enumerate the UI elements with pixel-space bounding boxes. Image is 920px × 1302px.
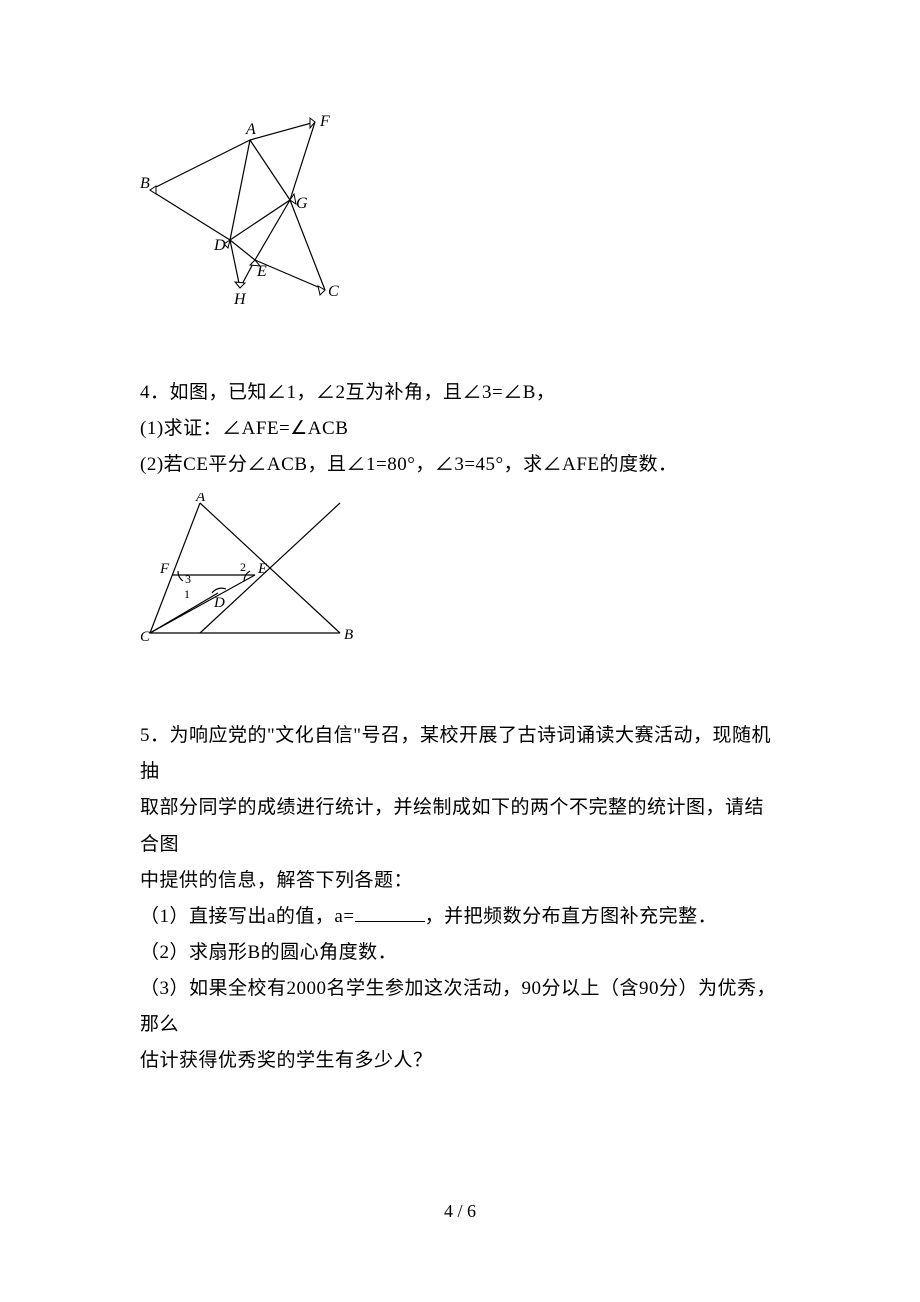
q5-blank <box>355 902 425 922</box>
fig1-label-C: C <box>328 283 339 300</box>
page-number: 4 / 6 <box>0 1201 920 1222</box>
q4-part2: (2)若CE平分∠ACB，且∠1=80°，∠3=45°，求∠AFE的度数． <box>140 447 780 483</box>
fig2-label-B: B <box>344 627 353 643</box>
q5-part2: （2）求扇形B的圆心角度数． <box>140 935 780 971</box>
fig1-label-F: F <box>319 113 330 130</box>
fig2-label-E: E <box>257 561 267 577</box>
q5-stem-line1: 5．为响应党的"文化自信"号召，某校开展了古诗词诵读大赛活动，现随机抽 <box>140 718 780 790</box>
figure-q3-svg: A B C D E F G H <box>140 110 350 310</box>
fig2-label-2: 2 <box>240 560 246 574</box>
q5-stem-line3: 中提供的信息，解答下列各题： <box>140 863 780 899</box>
fig2-label-3: 3 <box>185 572 191 586</box>
fig1-label-E: E <box>256 263 267 280</box>
fig1-label-D: D <box>213 237 226 254</box>
question-4: 4．如图，已知∠1，∠2互为补角，且∠3=∠B， (1)求证：∠AFE=∠ACB… <box>140 375 780 658</box>
fig2-label-C: C <box>140 629 151 645</box>
fig1-label-B: B <box>140 175 150 192</box>
q4-part1: (1)求证：∠AFE=∠ACB <box>140 411 780 447</box>
fig1-label-G: G <box>296 195 308 212</box>
fig2-label-D: D <box>213 595 225 611</box>
figure-q4: A B C D E F 1 2 3 <box>140 493 780 658</box>
figure-q3: A B C D E F G H <box>140 110 780 315</box>
page: A B C D E F G H 4．如图，已知∠1，∠2互为补角，且∠3=∠B，… <box>0 0 920 1302</box>
q5-part1: （1）直接写出a的值，a= ，并把频数分布直方图补充完整． <box>140 899 780 935</box>
fig1-label-H: H <box>233 291 247 308</box>
q5-part3-line2: 估计获得优秀奖的学生有多少人？ <box>140 1043 780 1079</box>
fig2-label-A: A <box>195 493 206 505</box>
figure-q4-svg: A B C D E F 1 2 3 <box>140 493 360 653</box>
q5-stem-line2: 取部分同学的成绩进行统计，并绘制成如下的两个不完整的统计图，请结合图 <box>140 790 780 862</box>
fig2-label-1: 1 <box>184 587 190 601</box>
fig1-label-A: A <box>245 121 256 138</box>
fig2-label-F: F <box>159 561 170 577</box>
q5-part1-pre: （1）直接写出a的值，a= <box>140 906 355 927</box>
q5-part1-post: ，并把频数分布直方图补充完整． <box>425 906 718 927</box>
q5-part3-line1: （3）如果全校有2000名学生参加这次活动，90分以上（含90分）为优秀，那么 <box>140 971 780 1043</box>
question-5: 5．为响应党的"文化自信"号召，某校开展了古诗词诵读大赛活动，现随机抽 取部分同… <box>140 718 780 1079</box>
q4-stem: 4．如图，已知∠1，∠2互为补角，且∠3=∠B， <box>140 375 780 411</box>
